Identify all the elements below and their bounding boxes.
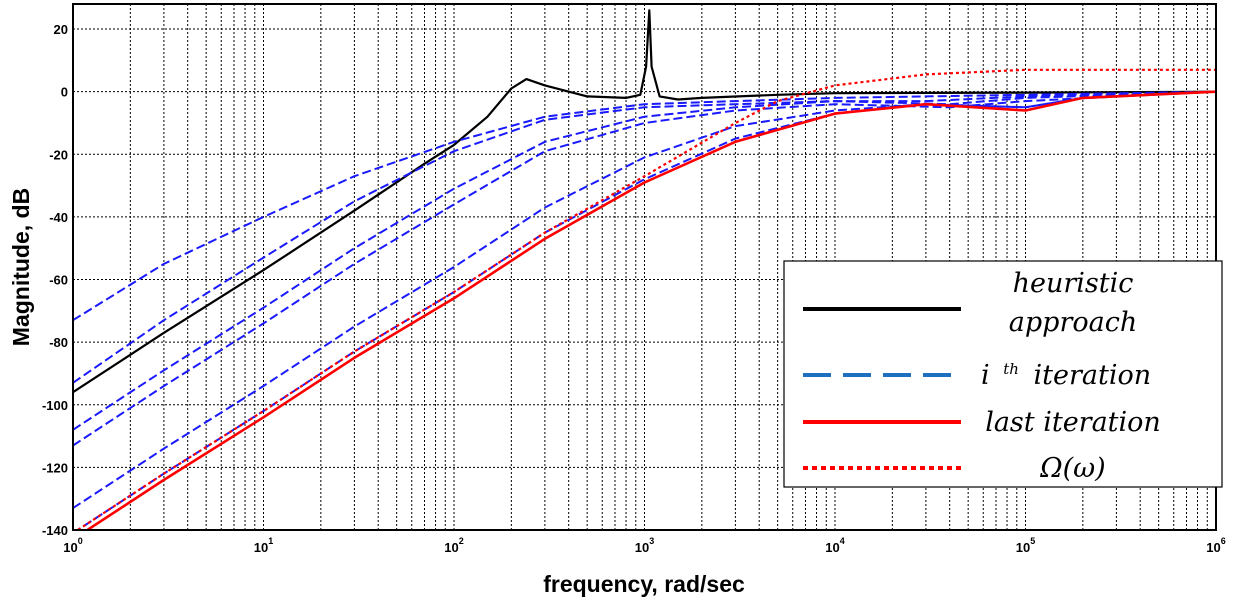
y-tick-label: -120 — [42, 460, 68, 475]
x-tick-exponent: 3 — [649, 536, 654, 546]
x-tick-exponent: 0 — [78, 536, 83, 546]
y-tick-label: 20 — [54, 22, 68, 37]
legend-label-omega: Ω(ω) — [1039, 453, 1105, 484]
series-line-0 — [73, 9, 1216, 394]
y-tick-label: -60 — [49, 273, 68, 288]
x-tick-base: 10 — [635, 540, 649, 555]
x-tick-label: 106 — [1206, 536, 1225, 555]
x-tick-base: 10 — [254, 540, 268, 555]
x-tick-base: 10 — [444, 540, 458, 555]
series-line-8 — [84, 90, 1216, 530]
legend-label-iteration-i: i — [981, 360, 990, 391]
series-group — [73, 9, 1216, 530]
x-tick-exponent: 4 — [840, 536, 845, 546]
y-tick-label: -140 — [42, 523, 68, 538]
series-line-3 — [73, 90, 1216, 431]
x-tick-exponent: 2 — [459, 536, 464, 546]
legend-label-iteration-text: iteration — [1034, 360, 1152, 391]
series-line-1 — [73, 90, 1216, 322]
y-tick-label: -80 — [49, 335, 68, 350]
series-line-6 — [75, 90, 1216, 530]
y-axis-title: Magnitude, dB — [8, 188, 34, 346]
y-tick-label: -20 — [49, 147, 68, 162]
x-tick-label: 102 — [444, 536, 463, 555]
series-line-2 — [73, 90, 1216, 384]
x-tick-base: 10 — [63, 540, 77, 555]
x-tick-base: 10 — [825, 540, 839, 555]
y-tick-label: 0 — [61, 85, 68, 100]
x-tick-label: 103 — [635, 536, 654, 555]
x-tick-exponent: 5 — [1030, 536, 1035, 546]
series-line-7 — [75, 68, 1216, 530]
legend-label-heuristic-line2: approach — [1009, 307, 1137, 338]
x-tick-label: 101 — [254, 536, 273, 555]
legend-label-last-iteration: last iteration — [985, 407, 1161, 438]
legend-label-iteration-th: th — [1003, 360, 1019, 378]
legend: heuristic approach i th iteration last i… — [783, 260, 1223, 488]
legend-label-heuristic-line1: heuristic — [1013, 268, 1134, 299]
series-line-5 — [73, 90, 1216, 509]
x-tick-exponent: 1 — [268, 536, 273, 546]
x-tick-base: 10 — [1206, 540, 1220, 555]
x-tick-label: 104 — [825, 536, 844, 555]
x-tick-exponent: 6 — [1221, 536, 1226, 546]
x-axis-title: frequency, rad/sec — [543, 571, 745, 597]
y-tick-label: -100 — [42, 398, 68, 413]
y-tick-label: -40 — [49, 210, 68, 225]
x-tick-label: 105 — [1016, 536, 1035, 555]
legend-box — [783, 260, 1223, 488]
x-tick-label: 100 — [63, 536, 82, 555]
x-tick-base: 10 — [1016, 540, 1030, 555]
legend-label-iteration: i th iteration — [981, 350, 1151, 391]
